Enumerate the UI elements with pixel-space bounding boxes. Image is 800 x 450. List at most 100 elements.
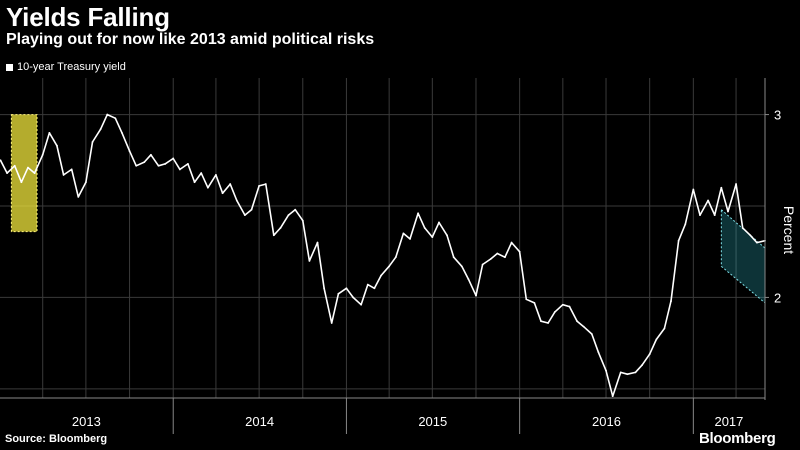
data-point: [235, 199, 238, 202]
data-point: [402, 232, 405, 235]
data-point: [597, 351, 600, 354]
data-point: [611, 395, 614, 398]
data-point: [467, 278, 470, 281]
data-point: [713, 214, 716, 217]
data-point: [663, 327, 666, 330]
data-point: [380, 274, 382, 277]
data-point: [727, 210, 729, 213]
data-point: [504, 256, 506, 259]
data-point: [0, 159, 2, 162]
data-point: [670, 300, 672, 302]
data-point: [206, 186, 209, 189]
data-point: [496, 252, 499, 255]
x-tick-label: 2015: [418, 414, 447, 429]
data-point: [525, 298, 528, 301]
data-point: [446, 234, 448, 237]
x-tick-label: 2013: [72, 414, 101, 429]
data-point: [264, 183, 267, 185]
brand-logo: Bloomberg: [699, 430, 776, 447]
data-point: [99, 128, 102, 131]
data-point: [243, 214, 246, 217]
data-point: [150, 153, 152, 156]
data-point: [417, 212, 419, 215]
data-point: [106, 113, 109, 116]
data-point: [193, 181, 196, 184]
data-point: [533, 302, 536, 304]
data-point: [62, 174, 65, 176]
data-point: [684, 223, 687, 226]
data-point: [330, 322, 333, 324]
data-point: [605, 369, 607, 372]
data-point: [518, 250, 521, 253]
data-point: [345, 287, 348, 290]
axes: 2 3 Percent 2013 2014 2015 2016 2017: [0, 78, 797, 434]
data-point: [316, 241, 319, 244]
y-tick-label: 2: [774, 290, 781, 305]
data-point: [373, 287, 376, 290]
data-point: [323, 287, 326, 290]
data-point: [187, 163, 189, 165]
data-point: [561, 303, 564, 306]
data-point: [423, 227, 426, 229]
data-point: [178, 168, 181, 171]
x-tick-label: 2017: [714, 414, 743, 429]
chart-title: Yields Falling: [6, 2, 170, 32]
data-point: [294, 208, 297, 211]
data-point: [301, 219, 304, 222]
chart-subtitle: Playing out for now like 2013 amid polit…: [6, 31, 375, 48]
data-point: [200, 172, 203, 174]
data-point: [540, 320, 542, 323]
data-point: [33, 172, 36, 174]
data-point: [568, 305, 571, 308]
x-tick-label: 2016: [592, 414, 621, 429]
data-point: [121, 131, 123, 134]
data-point: [250, 208, 253, 211]
data-point: [13, 164, 16, 167]
y-tick-label: 3: [774, 108, 781, 123]
data-point: [143, 161, 146, 164]
data-point: [720, 186, 723, 189]
data-point: [409, 238, 411, 240]
data-point: [677, 239, 680, 242]
data-point: [48, 131, 51, 134]
data-point: [157, 164, 160, 167]
data-point: [590, 333, 593, 335]
data-point: [655, 338, 658, 341]
data-point: [634, 371, 637, 374]
data-point: [460, 265, 463, 268]
data-point: [388, 265, 391, 268]
data-point: [360, 303, 363, 306]
data-point: [164, 163, 167, 165]
data-point: [172, 157, 175, 160]
data-point: [481, 263, 484, 266]
data-point: [20, 181, 23, 184]
data-point: [84, 181, 87, 184]
data-point: [41, 153, 44, 156]
data-point: [229, 183, 232, 185]
data-point: [741, 227, 744, 229]
x-tick-label: 2014: [245, 414, 274, 429]
legend-label: 10-year Treasury yield: [17, 61, 126, 73]
data-point: [394, 256, 397, 259]
data-point: [489, 258, 492, 260]
data-point: [475, 294, 477, 297]
data-point: [258, 184, 261, 187]
data-point: [619, 371, 622, 374]
data-point: [692, 188, 695, 191]
data-point: [114, 117, 117, 120]
data-point: [352, 296, 354, 299]
data-point: [366, 283, 369, 286]
source-note: Source: Bloomberg: [5, 433, 108, 445]
legend-swatch-icon: [6, 63, 13, 71]
data-point: [221, 192, 224, 195]
data-point: [279, 227, 282, 229]
chart-legend: 10-year Treasury yield: [6, 61, 126, 73]
data-point: [70, 168, 73, 171]
data-point: [91, 141, 94, 143]
data-point: [6, 172, 9, 174]
series-lines: [0, 113, 766, 398]
data-point: [77, 195, 80, 198]
data-point: [128, 150, 131, 153]
data-point: [27, 166, 29, 169]
